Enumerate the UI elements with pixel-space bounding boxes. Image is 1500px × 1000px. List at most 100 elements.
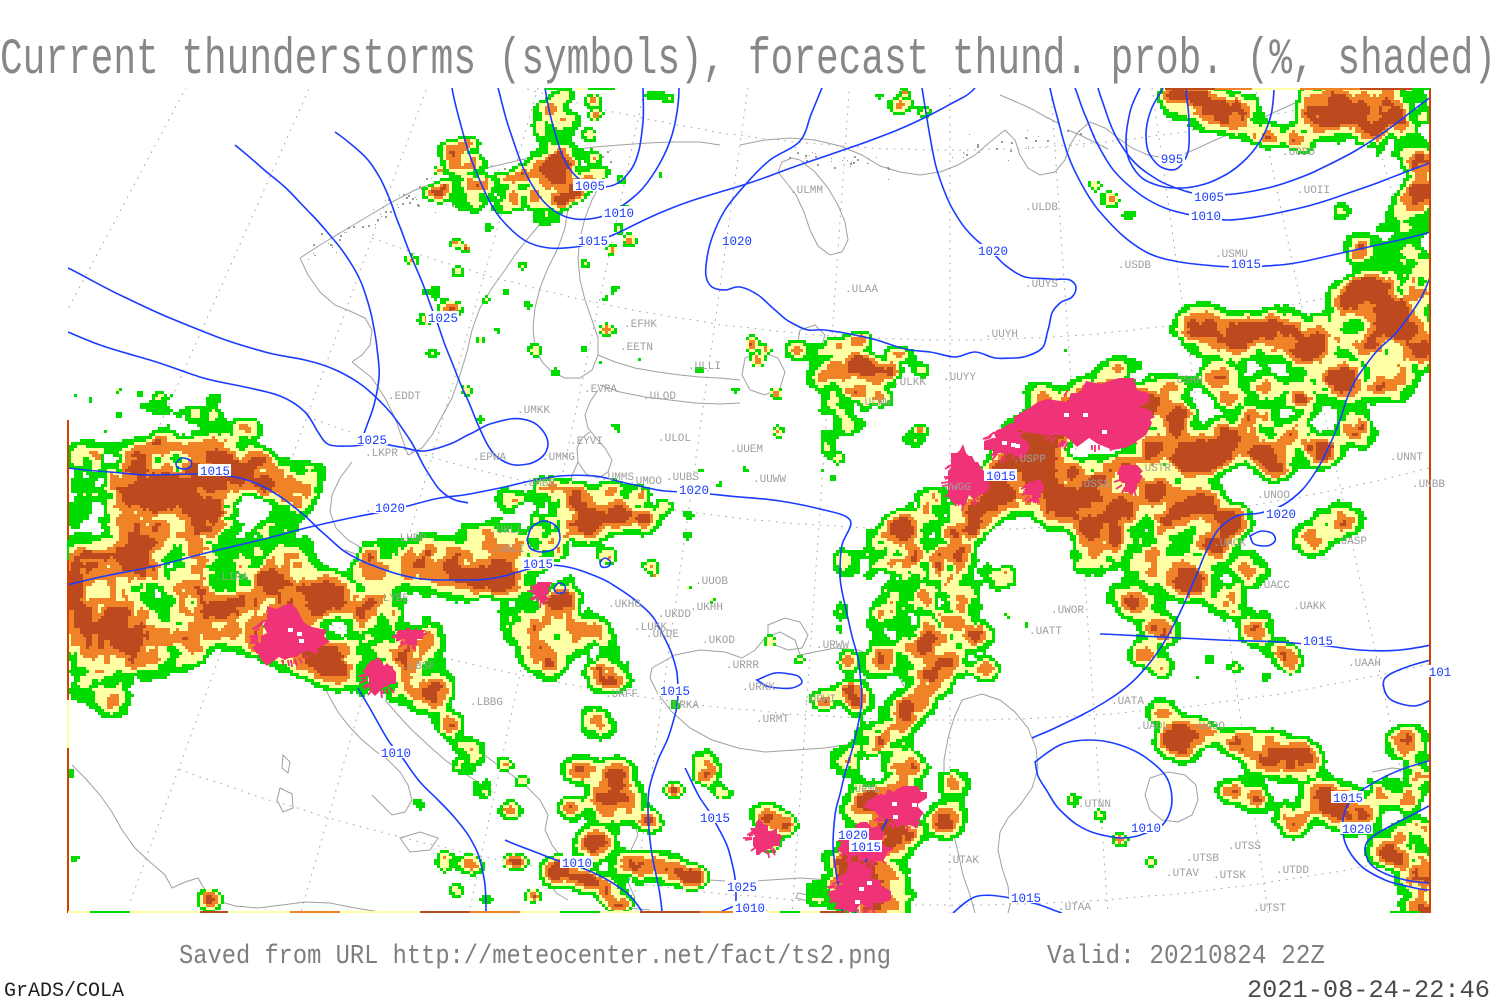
svg-text:.UOII: .UOII bbox=[1297, 185, 1330, 197]
svg-text:.UKLL: .UKLL bbox=[490, 525, 523, 537]
svg-text:1005: 1005 bbox=[1194, 191, 1224, 205]
svg-text:.URWW: .URWW bbox=[816, 640, 849, 652]
svg-text:.ULOL: .ULOL bbox=[658, 433, 691, 445]
svg-text:.EDDT: .EDDT bbox=[388, 391, 421, 403]
svg-text:.UNBB: .UNBB bbox=[1412, 479, 1445, 491]
svg-text:.UMOO: .UMOO bbox=[629, 476, 662, 488]
svg-text:.UASP: .UASP bbox=[1334, 536, 1367, 548]
svg-text:.USHH: .USHH bbox=[1170, 375, 1203, 387]
svg-text:1020: 1020 bbox=[838, 829, 868, 843]
svg-text:2021-08-24-22:46: 2021-08-24-22:46 bbox=[1247, 976, 1490, 1000]
svg-text:.URRR: .URRR bbox=[726, 660, 759, 672]
svg-text:.EETN: .EETN bbox=[620, 342, 653, 354]
svg-text:.URKK: .URKK bbox=[742, 682, 775, 694]
svg-text:.UAAH: .UAAH bbox=[1348, 658, 1381, 670]
svg-text:.LYBE: .LYBE bbox=[376, 593, 409, 605]
svg-text:.UMBB: .UMBB bbox=[522, 478, 555, 490]
svg-text:1010: 1010 bbox=[1131, 822, 1161, 836]
svg-text:1015: 1015 bbox=[700, 812, 730, 826]
svg-text:.UTDD: .UTDD bbox=[1276, 865, 1309, 877]
svg-text:.UNOO: .UNOO bbox=[1257, 490, 1290, 502]
svg-text:.EVRA: .EVRA bbox=[584, 384, 617, 396]
svg-text:.ULOD: .ULOD bbox=[643, 391, 676, 403]
svg-text:1020: 1020 bbox=[1342, 823, 1372, 837]
svg-text:1015: 1015 bbox=[578, 235, 608, 249]
svg-text:.UWGG: .UWGG bbox=[938, 482, 971, 494]
svg-text:.UATT: .UATT bbox=[1029, 626, 1062, 638]
svg-text:.ULAA: .ULAA bbox=[845, 284, 878, 296]
svg-text:.UAOL: .UAOL bbox=[1136, 721, 1169, 733]
svg-text:.URMT: .URMT bbox=[756, 714, 789, 726]
svg-text:.UACC: .UACC bbox=[1257, 580, 1290, 592]
svg-text:Saved from URL http://meteocen: Saved from URL http://meteocenter.net/fa… bbox=[179, 942, 891, 972]
svg-text:.URWI: .URWI bbox=[803, 694, 836, 706]
svg-text:.USSS: .USSS bbox=[1077, 479, 1110, 491]
svg-text:1015: 1015 bbox=[1333, 792, 1363, 806]
svg-text:1015: 1015 bbox=[851, 841, 881, 855]
svg-text:1020: 1020 bbox=[375, 502, 405, 516]
svg-text:.EYVI: .EYVI bbox=[570, 436, 603, 448]
svg-text:.UNNT: .UNNT bbox=[1390, 452, 1423, 464]
svg-text:1025: 1025 bbox=[357, 434, 387, 448]
svg-text:.UACK: .UACK bbox=[1213, 538, 1246, 550]
svg-text:.ULMM: .ULMM bbox=[790, 185, 823, 197]
svg-text:1015: 1015 bbox=[986, 470, 1016, 484]
svg-text:.UTAV: .UTAV bbox=[1166, 868, 1199, 880]
svg-text:.UTAK: .UTAK bbox=[946, 855, 979, 867]
svg-text:.EPWA: .EPWA bbox=[473, 452, 506, 464]
svg-text:.LKPR: .LKPR bbox=[365, 448, 398, 460]
svg-text:1025: 1025 bbox=[727, 881, 757, 895]
svg-text:.URML: .URML bbox=[848, 784, 881, 796]
svg-text:.URKA: .URKA bbox=[666, 700, 699, 712]
svg-text:Valid: 20210824 22Z: Valid: 20210824 22Z bbox=[1047, 942, 1325, 972]
svg-text:.ULKK: .ULKK bbox=[893, 377, 926, 389]
svg-text:.LHBP: .LHBP bbox=[393, 533, 426, 545]
svg-text:1015: 1015 bbox=[523, 558, 553, 572]
svg-text:.UUYS: .UUYS bbox=[1025, 279, 1058, 291]
svg-text:.UUYY: .UUYY bbox=[943, 372, 976, 384]
svg-text:1010: 1010 bbox=[604, 207, 634, 221]
svg-text:.UODD: .UODD bbox=[1282, 147, 1315, 159]
svg-text:1020: 1020 bbox=[1266, 508, 1296, 522]
svg-text:.LUKK: .LUKK bbox=[634, 622, 667, 634]
svg-text:.UATA: .UATA bbox=[1111, 696, 1144, 708]
svg-text:.ULWW: .ULWW bbox=[858, 397, 891, 409]
svg-text:.UKLI: .UKLI bbox=[492, 544, 525, 556]
svg-text:.ULDB: .ULDB bbox=[1025, 202, 1058, 214]
svg-text:.UKHG: .UKHG bbox=[608, 599, 641, 611]
svg-text:1020: 1020 bbox=[978, 245, 1008, 259]
svg-text:.UKOD: .UKOD bbox=[702, 635, 735, 647]
svg-text:.UKDE: .UKDE bbox=[646, 629, 679, 641]
svg-text:.UTNN: .UTNN bbox=[1078, 799, 1111, 811]
svg-text:1015: 1015 bbox=[200, 465, 230, 479]
svg-text:.LBBG: .LBBG bbox=[470, 697, 503, 709]
svg-text:.EFHK: .EFHK bbox=[624, 319, 657, 331]
svg-text:1025: 1025 bbox=[428, 312, 458, 326]
svg-text:.UTST: .UTST bbox=[1253, 903, 1286, 915]
svg-text:1020: 1020 bbox=[679, 484, 709, 498]
svg-text:.UKHH: .UKHH bbox=[690, 602, 723, 614]
svg-text:.UWOR: .UWOR bbox=[1051, 605, 1084, 617]
svg-text:.USPP: .USPP bbox=[1013, 454, 1046, 466]
svg-text:.UUOB: .UUOB bbox=[695, 576, 728, 588]
svg-text:1010: 1010 bbox=[562, 857, 592, 871]
svg-text:1015: 1015 bbox=[660, 685, 690, 699]
svg-text:1015: 1015 bbox=[1011, 892, 1041, 906]
svg-text:Current thunderstorms (symbols: Current thunderstorms (symbols), forecas… bbox=[0, 32, 1496, 89]
svg-text:.UUBS: .UUBS bbox=[666, 472, 699, 484]
svg-text:.UTAA: .UTAA bbox=[1058, 902, 1091, 914]
svg-text:.UTSS: .UTSS bbox=[1228, 841, 1261, 853]
svg-text:.USDB: .USDB bbox=[1118, 260, 1151, 272]
svg-text:.UAKK: .UAKK bbox=[1293, 601, 1326, 613]
svg-text:GrADS/COLA: GrADS/COLA bbox=[4, 980, 124, 1000]
svg-text:995: 995 bbox=[1161, 153, 1184, 167]
svg-text:.LBSF: .LBSF bbox=[402, 661, 435, 673]
svg-text:1020: 1020 bbox=[722, 235, 752, 249]
svg-text:.UUYH: .UUYH bbox=[985, 329, 1018, 341]
svg-text:1010: 1010 bbox=[735, 902, 765, 916]
svg-text:.UTSK: .UTSK bbox=[1213, 870, 1246, 882]
svg-text:1005: 1005 bbox=[575, 180, 605, 194]
svg-text:1015: 1015 bbox=[1303, 635, 1333, 649]
svg-text:.UMMS: .UMMS bbox=[601, 472, 634, 484]
svg-text:1010: 1010 bbox=[1191, 210, 1221, 224]
